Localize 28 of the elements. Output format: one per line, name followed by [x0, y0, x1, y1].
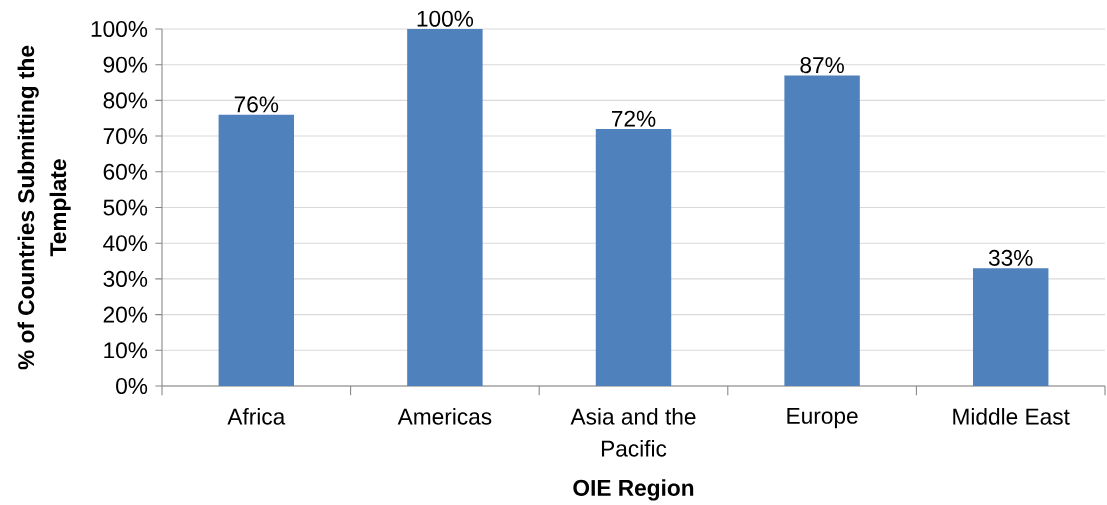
- data-label: 100%: [417, 10, 474, 27]
- x-tick-label: Middle East: [953, 408, 1070, 425]
- bar: [407, 29, 483, 387]
- data-label: 33%: [988, 249, 1033, 266]
- y-tick-label: 50%: [103, 199, 148, 216]
- y-tick-label: 0%: [116, 378, 148, 395]
- y-tick-label: 10%: [104, 342, 148, 359]
- bar: [595, 128, 672, 387]
- y-tick-label: 70%: [103, 128, 148, 145]
- data-label: 72%: [611, 110, 656, 127]
- y-tick-label: 30%: [103, 270, 148, 287]
- y-axis-title: % of Countries Submitting the Template: [17, 45, 71, 370]
- bar: [784, 75, 860, 387]
- y-tick-label: 90%: [103, 56, 148, 73]
- x-tick-label: Americas: [397, 408, 492, 425]
- y-tick-label: 60%: [103, 163, 148, 180]
- y-tick-label: 20%: [103, 306, 148, 323]
- x-tick-label: Europe: [787, 408, 858, 429]
- y-tick-label: 100%: [91, 21, 148, 38]
- data-label: 87%: [800, 57, 844, 74]
- y-tick-label: 40%: [103, 235, 148, 252]
- data-label: 76%: [234, 96, 279, 113]
- x-tick-label: Africa: [227, 408, 286, 425]
- x-axis-title: OIE Region: [573, 479, 694, 501]
- bar: [972, 268, 1049, 387]
- y-tick-label: 80%: [103, 92, 148, 109]
- x-tick-label: Asia and the Pacific: [570, 408, 696, 457]
- bar: [218, 114, 295, 387]
